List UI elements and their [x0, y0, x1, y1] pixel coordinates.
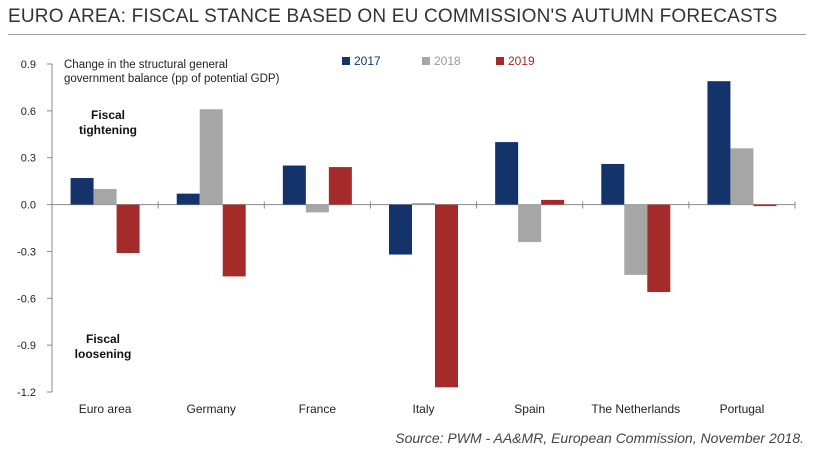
legend-swatch-2019 [496, 57, 504, 65]
bar-2017-germany [176, 193, 200, 205]
x-tick-label: The Netherlands [591, 402, 680, 416]
bar-2017-euro-area [70, 178, 94, 205]
bar-chart: 0.9 0.6 0.3 0.0 -0.3 -0.6 -0.9 -1.2 Euro area Ge… [17, 54, 796, 416]
bar-2017-portugal [707, 81, 731, 205]
bar-2018-spain [518, 204, 542, 243]
bar-2018-germany [199, 109, 223, 205]
y-tick-label: -0.9 [17, 340, 36, 352]
title-divider [8, 34, 806, 35]
legend-label-2019: 2019 [508, 54, 535, 68]
bar-2017-spain [495, 142, 519, 205]
x-tick-label: France [299, 402, 337, 416]
y-tick-label: 0.3 [21, 153, 36, 165]
y-tick-label: 0.9 [21, 59, 36, 71]
y-tick-label: -1.2 [17, 387, 36, 399]
bar-2017-the-netherlands [601, 163, 625, 205]
bar-2019-the-netherlands [647, 204, 671, 293]
bars [70, 81, 777, 388]
bar-2019-euro-area [116, 204, 140, 253]
x-tick-label: Portugal [720, 402, 765, 416]
bar-2019-italy [435, 204, 458, 388]
bar-2017-france [282, 165, 306, 205]
y-tick-label: 0.0 [21, 200, 36, 212]
x-tick-label: Italy [412, 402, 434, 416]
x-tick-label: Spain [514, 402, 545, 416]
chart-title: EURO AREA: FISCAL STANCE BASED ON EU COM… [8, 6, 778, 27]
annotation-loosening: Fiscal [86, 332, 120, 346]
annotation-tightening: tightening [79, 123, 137, 137]
y-tick-label: -0.6 [17, 293, 36, 305]
x-tick-label: Germany [187, 402, 236, 416]
bar-2018-italy [412, 203, 435, 205]
y-tick-label: -0.3 [17, 246, 36, 258]
bar-2019-germany [222, 204, 246, 277]
y-tick-label: 0.6 [21, 106, 36, 118]
y-axis-label: government balance (pp of potential GDP) [64, 73, 280, 85]
labels: Euro area Germany France Italy Spain The Neth… [64, 54, 764, 416]
legend-swatch-2017 [342, 57, 350, 65]
bar-2017-italy [389, 204, 412, 255]
bar-2019-france [328, 167, 352, 205]
legend-label-2017: 2017 [354, 54, 381, 68]
legend-swatch-2018 [422, 57, 430, 65]
x-tick-label: Euro area [79, 402, 132, 416]
annotation-tightening: Fiscal [91, 108, 125, 122]
legend-label-2018: 2018 [434, 54, 461, 68]
bar-2018-portugal [730, 148, 754, 205]
bar-2018-france [305, 204, 329, 213]
bar-2019-spain [541, 199, 565, 205]
bar-2018-euro-area [93, 188, 117, 205]
bar-2018-the-netherlands [624, 204, 648, 275]
y-axis-label: Change in the structural general [64, 59, 228, 71]
source-note: Source: PWM - AA&MR, European Commission… [395, 430, 804, 446]
annotation-loosening: loosening [75, 347, 132, 361]
bar-2019-portugal [753, 204, 777, 207]
